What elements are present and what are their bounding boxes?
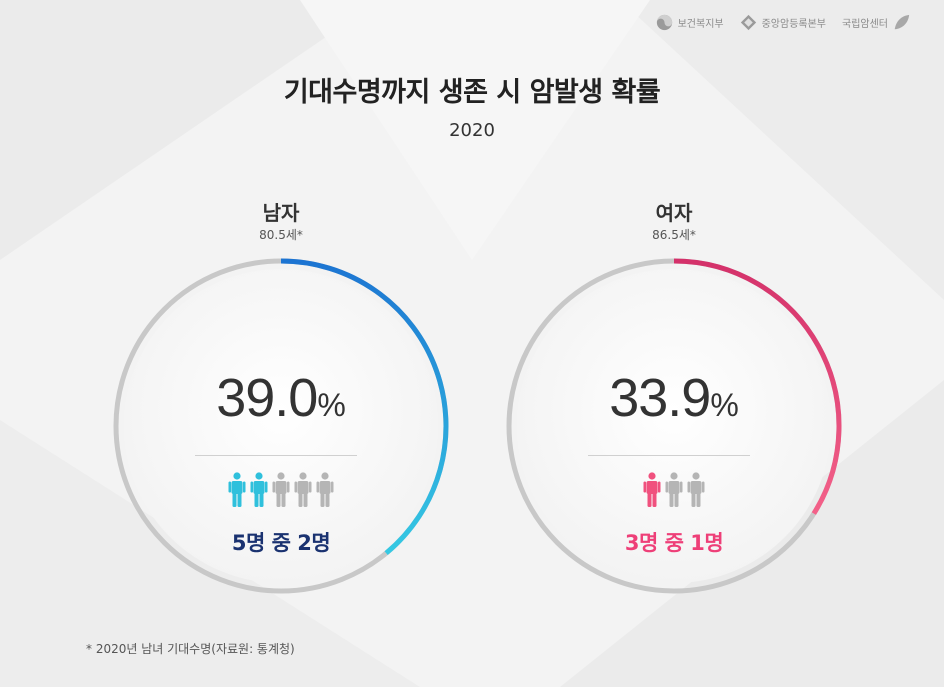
life-expectancy-male: 80.5세* bbox=[259, 228, 303, 242]
person-icon bbox=[316, 472, 334, 507]
donut-female bbox=[506, 258, 842, 594]
donut-male bbox=[113, 258, 449, 594]
footnote: * 2020년 남녀 기대수명(자료원: 통계청) bbox=[86, 642, 295, 656]
donut-arc bbox=[673, 258, 842, 515]
panel-male: 남자 80.5세* 39.0% 5명 중 2명 bbox=[111, 197, 451, 617]
donut-inner bbox=[517, 269, 831, 583]
donut-inner bbox=[124, 269, 438, 583]
divider-male bbox=[195, 455, 357, 456]
logo-mohw: 보건복지부 bbox=[656, 14, 724, 31]
person-icon bbox=[294, 472, 312, 507]
logo-bar: 보건복지부 중앙암등록본부 국립암센터 bbox=[656, 14, 910, 31]
percentage-male: 39.0% bbox=[111, 367, 451, 429]
logo-ncc: 국립암센터 bbox=[842, 14, 910, 31]
people-icons-female bbox=[504, 472, 844, 508]
logo-mohw-text: 보건복지부 bbox=[677, 19, 724, 30]
diamond-icon bbox=[740, 14, 756, 31]
person-icon bbox=[272, 472, 290, 507]
percentage-unit-female: % bbox=[710, 387, 739, 423]
sex-label-female: 여자 bbox=[655, 201, 693, 225]
percentage-female: 33.9% bbox=[504, 367, 844, 429]
people-icons-male bbox=[111, 472, 451, 508]
leaf-icon bbox=[894, 14, 910, 30]
divider-female bbox=[588, 455, 750, 456]
percentage-unit-male: % bbox=[317, 387, 346, 423]
logo-kccr: 중앙암등록본부 bbox=[740, 14, 826, 31]
chart-title: 기대수명까지 생존 시 암발생 확률 bbox=[283, 77, 661, 108]
person-icon bbox=[250, 472, 268, 507]
percentage-value-male: 39.0 bbox=[216, 368, 318, 428]
percentage-value-female: 33.9 bbox=[609, 368, 711, 428]
donut-arc bbox=[280, 258, 449, 556]
chart-year: 2020 bbox=[449, 120, 495, 141]
person-icon bbox=[228, 472, 246, 507]
person-icon bbox=[665, 472, 683, 507]
logo-kccr-text: 중앙암등록본부 bbox=[761, 19, 826, 30]
ratio-text-female: 3명 중 1명 bbox=[624, 531, 724, 555]
person-icon bbox=[687, 472, 705, 507]
sex-label-male: 남자 bbox=[262, 201, 300, 225]
life-expectancy-female: 86.5세* bbox=[652, 228, 696, 242]
logo-ncc-text: 국립암센터 bbox=[842, 19, 888, 30]
ratio-text-male: 5명 중 2명 bbox=[231, 531, 331, 555]
panel-female: 여자 86.5세* 33.9% 3명 중 1명 bbox=[504, 197, 844, 617]
taegeuk-icon bbox=[656, 14, 672, 31]
person-icon bbox=[643, 472, 661, 507]
